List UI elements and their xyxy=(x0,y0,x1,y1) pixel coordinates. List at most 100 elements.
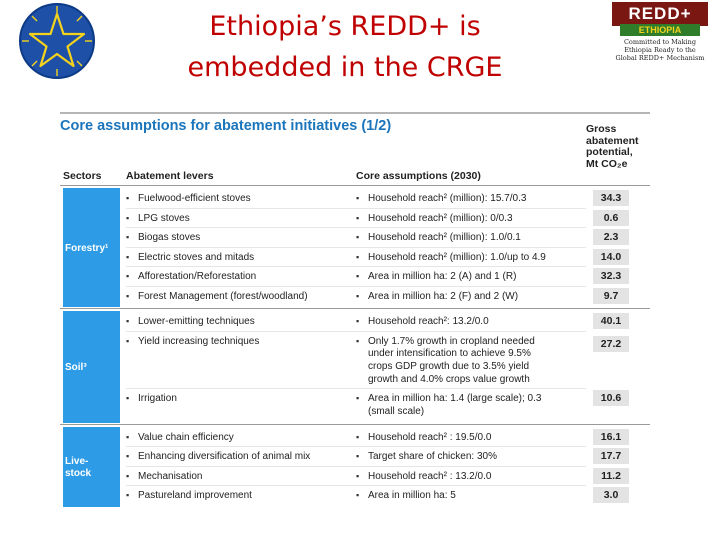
gross-abatement-value: 16.1 xyxy=(593,428,629,445)
gross-abatement-value: 34.3 xyxy=(593,190,629,206)
col-header-assumptions: Core assumptions (2030) xyxy=(356,170,481,182)
core-assumption: (small scale) xyxy=(368,406,425,418)
gross-header-line-1: Gross xyxy=(586,123,617,135)
core-assumption: Household reach²: 13.2/0.0 xyxy=(368,316,489,327)
gross-abatement-value: 14.0 xyxy=(593,248,629,265)
core-assumption: Household reach² : 19.5/0.0 xyxy=(368,431,492,443)
sector-label: Forestry¹ xyxy=(65,242,109,254)
logo-country: ETHIOPIA xyxy=(620,24,700,36)
bullet: ▪ xyxy=(356,290,360,301)
bullet: ▪ xyxy=(126,271,130,281)
row-rule xyxy=(126,285,586,287)
bullet: ▪ xyxy=(126,193,130,203)
gross-abatement-value: 2.3 xyxy=(593,229,629,245)
bullet: ▪ xyxy=(356,251,360,262)
sector-band xyxy=(63,311,120,423)
core-assumption: under intensification to achieve 9.5% xyxy=(368,348,531,360)
core-assumption: Area in million ha: 5 xyxy=(368,490,456,502)
core-assumption: Household reach² (million): 0/0.3 xyxy=(368,212,513,224)
ethiopia-emblem-icon xyxy=(19,3,95,79)
bullet: ▪ xyxy=(126,251,130,262)
logo-tag-line-1: Committed to Making xyxy=(623,38,697,46)
bullet: ▪ xyxy=(356,451,360,462)
bullet: ▪ xyxy=(126,232,130,242)
abatement-lever: Value chain efficiency xyxy=(138,431,234,443)
abatement-lever: Afforestation/Reforestation xyxy=(138,271,257,282)
gross-abatement-value: 3.0 xyxy=(593,487,629,504)
gross-abatement-value: 9.7 xyxy=(593,287,629,304)
bullet: ▪ xyxy=(356,431,360,442)
bullet: ▪ xyxy=(356,335,360,346)
sector-rule xyxy=(60,308,650,309)
row-rule xyxy=(126,485,586,487)
core-assumption: Household reach² (million): 15.7/0.3 xyxy=(368,193,527,204)
bullet: ▪ xyxy=(356,193,360,203)
bullet: ▪ xyxy=(356,393,360,404)
title-line-1: Ethiopia’s REDD+ is xyxy=(209,11,481,42)
gross-abatement-value: 17.7 xyxy=(593,448,629,465)
core-assumption: Area in million ha: 1.4 (large scale); 0… xyxy=(368,393,542,405)
core-assumption: Household reach² (million): 1.0/up to 4.… xyxy=(368,251,546,263)
bullet: ▪ xyxy=(356,212,360,223)
bullet: ▪ xyxy=(356,232,360,242)
gross-header-line-2: abatement xyxy=(586,134,639,147)
abatement-table-panel: Core assumptions for abatement initiativ… xyxy=(60,112,650,517)
bullet: ▪ xyxy=(126,470,130,481)
row-rule xyxy=(126,266,586,267)
logo-tag-line-2: Ethiopia Ready to the xyxy=(624,46,696,54)
gross-abatement-header: Gross abatement potential, Mt CO₂e xyxy=(586,123,639,170)
core-assumption: crops GDP growth due to 3.5% yield xyxy=(368,361,530,373)
panel-title: Core assumptions for abatement initiativ… xyxy=(60,118,392,134)
gross-abatement-value: 10.6 xyxy=(593,390,629,407)
core-assumption: Household reach² : 13.2/0.0 xyxy=(368,470,492,482)
abatement-lever: LPG stoves xyxy=(138,212,190,224)
bullet: ▪ xyxy=(356,271,360,281)
gross-abatement-value: 40.1 xyxy=(593,313,629,329)
sector-label: Soil³ xyxy=(65,361,87,373)
row-rule xyxy=(126,388,586,390)
top-rule xyxy=(60,112,650,114)
slide-title: Ethiopia’s REDD+ is embedded in the CRGE xyxy=(130,6,560,88)
gross-abatement-value: 0.6 xyxy=(593,209,629,226)
col-header-sectors: Sectors xyxy=(63,170,102,182)
sector-band xyxy=(63,426,120,507)
abatement-lever: Fuelwood-efficient stoves xyxy=(138,193,251,204)
header-rule xyxy=(60,185,650,186)
bullet: ▪ xyxy=(126,431,130,442)
abatement-lever: Irrigation xyxy=(138,393,177,405)
row-rule xyxy=(126,207,586,209)
logo-wordmark: REDD+ xyxy=(612,2,708,26)
gross-abatement-value: 32.3 xyxy=(593,268,629,284)
gross-header-line-4: Mt CO₂e xyxy=(586,157,628,170)
abatement-lever: Mechanisation xyxy=(138,470,203,482)
bullet: ▪ xyxy=(356,316,360,326)
core-assumption: Household reach² (million): 1.0/0.1 xyxy=(368,232,521,243)
core-assumption: growth and 4.0% crops value growth xyxy=(368,373,530,385)
bullet: ▪ xyxy=(126,451,130,462)
sector-rule xyxy=(60,423,650,425)
bullet: ▪ xyxy=(356,490,360,501)
abatement-lever: Electric stoves and mitads xyxy=(138,251,255,263)
gross-abatement-value: 11.2 xyxy=(593,467,629,484)
logo-tag-line-3: Global REDD+ Mechanism xyxy=(615,54,705,62)
bullet: ▪ xyxy=(126,316,130,326)
gross-abatement-value: 27.2 xyxy=(593,335,629,352)
abatement-lever: Biogas stoves xyxy=(138,232,201,243)
row-rule xyxy=(126,446,586,448)
row-rule xyxy=(126,465,586,467)
col-header-levers: Abatement levers xyxy=(126,170,214,182)
row-rule xyxy=(126,227,586,228)
bullet: ▪ xyxy=(126,212,130,223)
bullet: ▪ xyxy=(126,290,130,301)
row-rule xyxy=(126,330,586,332)
bullet: ▪ xyxy=(356,470,360,481)
sector-band xyxy=(63,188,120,307)
logo-tagline: Committed to Making Ethiopia Ready to th… xyxy=(612,38,708,62)
title-line-2: embedded in the CRGE xyxy=(187,52,503,83)
redd-plus-logo: REDD+ ETHIOPIA Committed to Making Ethio… xyxy=(612,2,708,68)
row-rule xyxy=(126,246,586,248)
sector-label: Live-stock xyxy=(65,455,92,479)
abatement-lever: Yield increasing techniques xyxy=(138,335,260,347)
core-assumption: Area in million ha: 2 (A) and 1 (R) xyxy=(368,271,517,282)
abatement-lever: Enhancing diversification of animal mix xyxy=(138,451,311,463)
